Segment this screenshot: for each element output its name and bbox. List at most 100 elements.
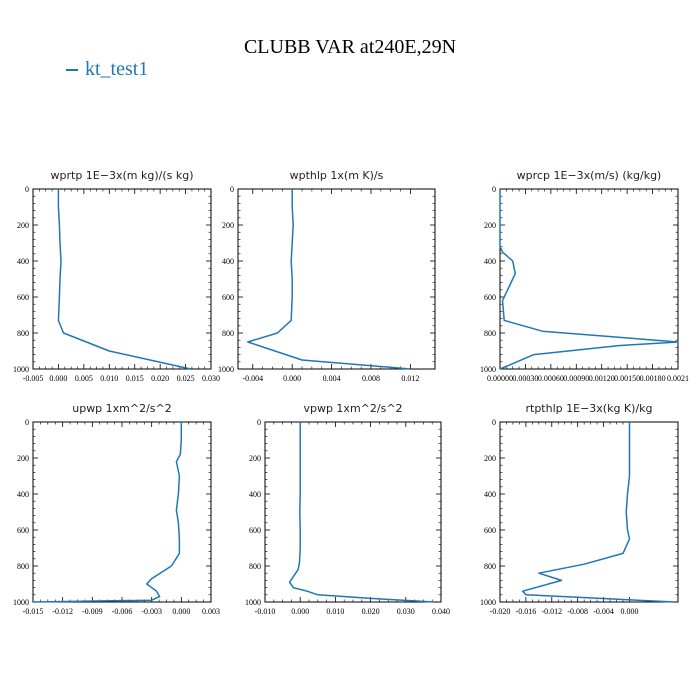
x-tick-label: 0.012	[401, 374, 419, 383]
panel-title: wprtp 1E−3x(m kg)/(s kg)	[51, 169, 194, 182]
x-tick-label: 0.025	[177, 374, 195, 383]
legend-label: kt_test1	[85, 58, 149, 80]
chart-panel-2: wpthlp 1x(m K)/s -0.004 0.000 0.004 0.008 0.0…	[218, 169, 436, 383]
page-title: CLUBB VAR at240E,29N	[243, 36, 457, 58]
y-tick-label: 800	[484, 329, 496, 338]
x-tick-label: -0.004	[242, 374, 263, 383]
y-tick-label: 200	[484, 454, 496, 463]
x-tick-label: 0.000	[620, 607, 638, 616]
plot-frame	[32, 421, 212, 603]
y-tick-label: 200	[222, 221, 234, 230]
x-tick-label: -0.012	[541, 607, 562, 616]
x-tick-label: 0.0021	[667, 374, 689, 383]
chart-panel-6: rtpthlp 1E−3x(kg K)/kg -0.020 -0.016 -0.012…	[480, 402, 679, 616]
y-tick-label: 800	[17, 562, 29, 571]
panel-title: rtpthlp 1E−3x(kg K)/kg	[525, 402, 652, 415]
y-tick-label: 400	[249, 490, 261, 499]
series-line-kt-test1	[499, 189, 679, 370]
x-tick-label: 0.008	[362, 374, 380, 383]
x-tick-label: -0.004	[593, 607, 614, 616]
x-tick-label: 0.00000	[487, 374, 513, 383]
x-tick-label: -0.016	[516, 607, 537, 616]
plot-frame	[237, 188, 436, 370]
plot-frame	[499, 421, 679, 603]
y-tick-label: 400	[484, 490, 496, 499]
y-tick-label: 200	[17, 221, 29, 230]
y-tick-label: 200	[17, 454, 29, 463]
y-tick-label: 0	[230, 185, 234, 194]
y-tick-label: 1000	[480, 598, 496, 607]
x-tick-label: -0.015	[23, 607, 44, 616]
y-tick-label: 800	[222, 329, 234, 338]
legend-swatch	[66, 69, 78, 72]
y-tick-label: 1000	[218, 365, 234, 374]
x-tick-label: -0.020	[490, 607, 511, 616]
x-tick-label: 0.00120	[589, 374, 615, 383]
legend: kt_test1	[66, 58, 148, 81]
panel-title: upwp 1xm^2/s^2	[72, 402, 172, 415]
x-tick-label: 0.000	[49, 374, 67, 383]
chart-panel-4: upwp 1xm^2/s^2 -0.015 -0.012 -0.009 -0.006 -0…	[13, 402, 220, 616]
y-tick-label: 600	[17, 293, 29, 302]
plot-frame	[264, 421, 442, 603]
x-tick-label: -0.003	[141, 607, 162, 616]
y-tick-label: 400	[484, 257, 496, 266]
x-tick-label: -0.009	[82, 607, 103, 616]
y-tick-label: 800	[249, 562, 261, 571]
x-tick-label: 0.040	[432, 607, 450, 616]
x-tick-label: 0.000	[172, 607, 190, 616]
y-tick-label: 0	[492, 418, 496, 427]
x-tick-label: 0.020	[151, 374, 169, 383]
series-line-kt-test1	[32, 422, 183, 603]
y-tick-label: 1000	[13, 598, 29, 607]
y-tick-label: 600	[484, 293, 496, 302]
x-tick-label: 0.030	[397, 607, 415, 616]
x-tick-label: -0.012	[52, 607, 73, 616]
x-tick-label: 0.000	[291, 607, 309, 616]
x-tick-label: -0.006	[112, 607, 133, 616]
y-tick-label: 0	[257, 418, 261, 427]
series-line-kt-test1	[521, 422, 675, 603]
y-tick-label: 200	[484, 221, 496, 230]
x-tick-label: 0.00060	[538, 374, 564, 383]
y-tick-label: 0	[25, 185, 29, 194]
x-tick-label: 0.010	[326, 607, 344, 616]
panel-title: wpthlp 1x(m K)/s	[290, 169, 384, 182]
y-tick-label: 600	[249, 526, 261, 535]
x-tick-label: 0.004	[323, 374, 341, 383]
y-tick-label: 800	[484, 562, 496, 571]
x-tick-label: -0.005	[23, 374, 44, 383]
series-line-kt-test1	[57, 189, 191, 370]
x-tick-label: 0.015	[126, 374, 144, 383]
y-tick-label: 1000	[13, 365, 29, 374]
x-tick-label: 0.005	[75, 374, 93, 383]
x-tick-label: 0.010	[100, 374, 118, 383]
y-tick-label: 200	[249, 454, 261, 463]
y-tick-label: 1000	[480, 365, 496, 374]
plot-frame	[499, 188, 679, 370]
y-tick-label: 600	[222, 293, 234, 302]
x-tick-label: 0.00150	[614, 374, 640, 383]
y-tick-label: 400	[17, 490, 29, 499]
chart-panel-1: wprtp 1E−3x(m kg)/(s kg) -0.005 0.000 0.005…	[13, 169, 220, 383]
series-line-kt-test1	[288, 422, 435, 603]
x-tick-label: 0.020	[362, 607, 380, 616]
chart-panel-5: vpwp 1xm^2/s^2 -0.010 0.000 0.010 0.020 0.030…	[245, 402, 450, 616]
x-tick-label: 0.00030	[512, 374, 538, 383]
y-tick-label: 400	[17, 257, 29, 266]
y-tick-label: 1000	[245, 598, 261, 607]
y-tick-label: 600	[484, 526, 496, 535]
y-tick-label: 400	[222, 257, 234, 266]
y-tick-label: 0	[492, 185, 496, 194]
x-tick-label: -0.010	[255, 607, 276, 616]
panel-title: wprcp 1E−3x(m/s) (kg/kg)	[517, 169, 662, 182]
y-tick-label: 800	[17, 329, 29, 338]
x-tick-label: 0.00180	[640, 374, 666, 383]
x-tick-label: 0.00090	[563, 374, 589, 383]
panel-title: vpwp 1xm^2/s^2	[303, 402, 402, 415]
x-tick-label: 0.030	[202, 374, 220, 383]
series-line-kt-test1	[247, 189, 411, 370]
chart-panel-3: wprcp 1E−3x(m/s) (kg/kg)0.00000 0.00030 0.…	[480, 169, 689, 383]
x-tick-label: -0.008	[567, 607, 588, 616]
